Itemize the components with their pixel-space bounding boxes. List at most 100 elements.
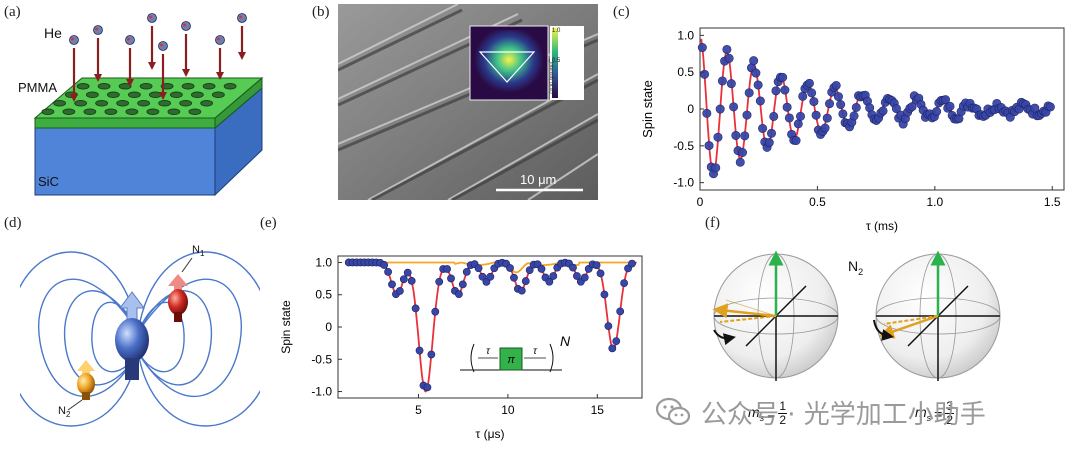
chart-e-point (596, 269, 605, 278)
chart-c-point (822, 113, 832, 123)
chart-e-point (458, 280, 467, 289)
he-arrow-head (182, 69, 190, 77)
pmma-hole (76, 83, 90, 90)
pulse-n: N (560, 333, 571, 349)
chart-c-xlabel: τ (ms) (866, 219, 898, 233)
chart-e-ytick-label: -1.0 (311, 385, 332, 399)
chart-e-point (628, 259, 636, 268)
chart-c-point (932, 107, 942, 117)
chart-c-point (749, 56, 759, 66)
he-atom-nucleon (239, 15, 242, 19)
chart-c-point (907, 102, 917, 112)
chart-e-point (384, 267, 392, 276)
chart-e: 5 10 151.00.50-0.5-1.0 τ π τ N Spin state … (279, 255, 643, 441)
he-arrow-head (148, 62, 156, 70)
sic-label: SiC (38, 174, 59, 189)
he-atom-nucleon (95, 27, 98, 31)
pmma-hole (160, 83, 174, 90)
chart-e-point (608, 344, 617, 353)
chart-e-point (403, 268, 412, 277)
panel-label-c: (c) (613, 4, 630, 20)
panel-d-dipole-field (20, 251, 260, 427)
he-label: He (44, 25, 62, 41)
pulse-pi: π (507, 354, 515, 366)
pmma-hole (127, 91, 141, 98)
chart-e-point (399, 275, 408, 284)
chart-e-point (549, 272, 558, 280)
chart-c-xtick-label: 0.5 (809, 195, 826, 209)
chart-c-point (764, 138, 774, 148)
chart-c-point (771, 86, 781, 96)
chart-c-point (740, 131, 750, 141)
chart-c-point (831, 80, 841, 90)
pmma-label: PMMA (18, 80, 57, 95)
pmma-hole (179, 100, 193, 107)
ms-three-half-label: ms = 3 2 (915, 399, 955, 427)
chart-e-point (545, 277, 554, 286)
pmma-hole (106, 91, 120, 98)
chart-c-point (836, 100, 846, 110)
chart-c-point (825, 99, 835, 109)
chart-e-point (580, 273, 589, 282)
pmma-hole (211, 91, 225, 98)
chart-c-point (798, 91, 808, 101)
chart-e-reference-line (346, 261, 636, 274)
chart-e-xtick-label: 10 (501, 403, 515, 417)
chart-c-point (742, 110, 752, 120)
chart-e-point (600, 290, 609, 299)
chart-c-point (700, 69, 710, 79)
ms-half-label: ms = 1 2 (748, 399, 788, 427)
pmma-hole (188, 108, 202, 115)
chart-c-ytick-label: 1.0 (677, 28, 694, 42)
chart-e-point (521, 277, 530, 285)
he-atom-icon (158, 41, 168, 51)
chart-c-ytick-label: -0.5 (673, 139, 694, 153)
he-atom-icon (215, 35, 225, 45)
chart-c-ytick-label: -1.0 (673, 176, 694, 190)
chart-c-point (697, 43, 707, 53)
chart-c-point (833, 92, 843, 102)
chart-c-point (807, 88, 817, 98)
chart-c-xtick-label: 1.5 (1044, 195, 1061, 209)
chart-c: 0 0.5 1.0 1.5 1.0 0.5 0 -0.5 -1.0 Spin state τ (… (640, 27, 1065, 233)
chart-e-point (569, 263, 577, 272)
chart-c-point (878, 106, 888, 116)
pmma-hole (83, 108, 97, 115)
chart-e-point (517, 286, 526, 295)
cbar-tick-mid: 0.5 (552, 58, 561, 64)
chart-e-point (407, 276, 416, 285)
chart-e-point (411, 304, 420, 313)
pmma-hole (104, 108, 118, 115)
chart-e-point (435, 277, 444, 286)
chart-c-point (711, 163, 721, 173)
n1-label: N1 (192, 244, 205, 259)
wechat-icon (655, 397, 691, 426)
panel-f-bloch-spheres (712, 250, 1001, 381)
he-atom-nucleon (149, 15, 152, 19)
chart-e-point (395, 287, 404, 295)
chart-c-point (744, 88, 754, 98)
chart-e-point (388, 280, 396, 289)
chart-c-point (715, 104, 725, 114)
chart-c-point (702, 108, 712, 118)
chart-c-point (735, 157, 745, 167)
he-arrow-head (94, 74, 102, 82)
pulse-tau-left: τ (486, 346, 491, 357)
chart-e-point (592, 261, 601, 270)
chart-c-point (1045, 102, 1055, 112)
pmma-hole (118, 83, 132, 90)
he-atom-nucleon (217, 37, 220, 41)
pmma-hole (53, 100, 67, 107)
chart-c-point (804, 78, 814, 88)
chart-c-point (891, 104, 901, 114)
chart-c-point (726, 79, 736, 89)
panel-b-sem-image (338, 4, 598, 200)
chart-c-point (729, 102, 739, 112)
he-atom-icon (125, 35, 135, 45)
chart-c-point (758, 123, 768, 133)
pulse-sequence-inset: τ π τ N (460, 333, 571, 373)
chart-c-xtick-label: 0 (697, 195, 704, 209)
pmma-hole (41, 108, 55, 115)
watermark-text: 公众号 · 光学加工小助手 (701, 399, 986, 430)
cbar-tick-top: 1.0 (552, 28, 561, 34)
